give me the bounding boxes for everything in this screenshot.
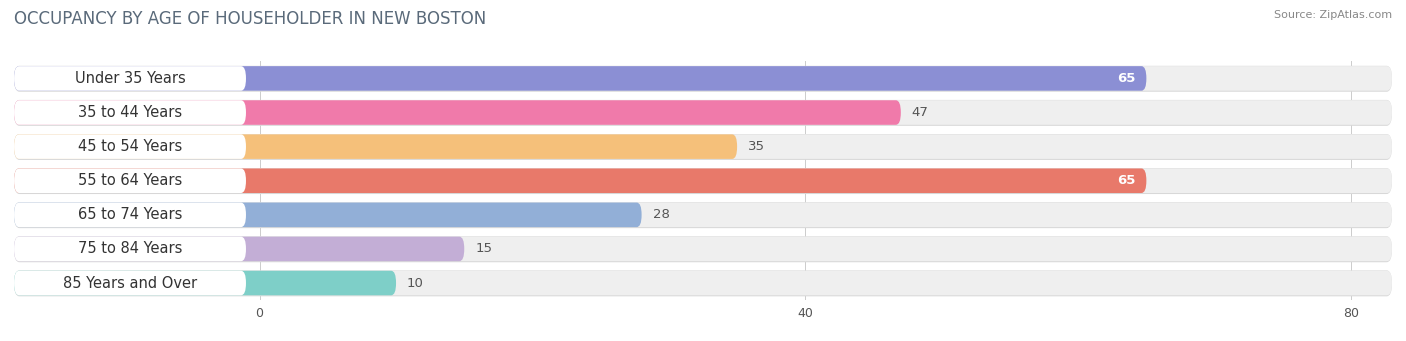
FancyBboxPatch shape — [14, 270, 1392, 296]
FancyBboxPatch shape — [14, 168, 1146, 193]
FancyBboxPatch shape — [14, 237, 464, 261]
Text: 45 to 54 Years: 45 to 54 Years — [77, 139, 183, 154]
Text: 65 to 74 Years: 65 to 74 Years — [77, 207, 183, 222]
FancyBboxPatch shape — [14, 134, 1392, 159]
Text: 75 to 84 Years: 75 to 84 Years — [77, 241, 183, 256]
Text: 28: 28 — [652, 208, 669, 221]
Text: 35: 35 — [748, 140, 765, 153]
Text: 85 Years and Over: 85 Years and Over — [63, 276, 197, 291]
FancyBboxPatch shape — [14, 203, 1392, 227]
FancyBboxPatch shape — [14, 271, 1392, 295]
FancyBboxPatch shape — [14, 168, 246, 193]
FancyBboxPatch shape — [14, 100, 1392, 126]
Text: 35 to 44 Years: 35 to 44 Years — [77, 105, 183, 120]
Text: Source: ZipAtlas.com: Source: ZipAtlas.com — [1274, 10, 1392, 20]
Text: 65: 65 — [1118, 72, 1136, 85]
FancyBboxPatch shape — [14, 168, 1392, 193]
FancyBboxPatch shape — [14, 203, 641, 227]
FancyBboxPatch shape — [14, 134, 246, 159]
FancyBboxPatch shape — [14, 271, 246, 295]
FancyBboxPatch shape — [14, 168, 1392, 194]
FancyBboxPatch shape — [14, 237, 1392, 261]
FancyBboxPatch shape — [14, 66, 1392, 92]
FancyBboxPatch shape — [14, 202, 1392, 228]
FancyBboxPatch shape — [14, 66, 1392, 91]
FancyBboxPatch shape — [14, 66, 246, 91]
Text: 15: 15 — [475, 242, 492, 255]
FancyBboxPatch shape — [14, 271, 396, 295]
FancyBboxPatch shape — [14, 236, 1392, 262]
Text: 55 to 64 Years: 55 to 64 Years — [77, 173, 183, 188]
FancyBboxPatch shape — [14, 100, 1392, 125]
Text: 10: 10 — [406, 277, 423, 290]
FancyBboxPatch shape — [14, 100, 901, 125]
Text: 65: 65 — [1118, 174, 1136, 187]
FancyBboxPatch shape — [14, 134, 1392, 160]
FancyBboxPatch shape — [14, 100, 246, 125]
FancyBboxPatch shape — [14, 66, 1146, 91]
Text: Under 35 Years: Under 35 Years — [75, 71, 186, 86]
FancyBboxPatch shape — [14, 203, 246, 227]
FancyBboxPatch shape — [14, 134, 737, 159]
FancyBboxPatch shape — [14, 237, 246, 261]
Text: OCCUPANCY BY AGE OF HOUSEHOLDER IN NEW BOSTON: OCCUPANCY BY AGE OF HOUSEHOLDER IN NEW B… — [14, 10, 486, 28]
Text: 47: 47 — [911, 106, 928, 119]
